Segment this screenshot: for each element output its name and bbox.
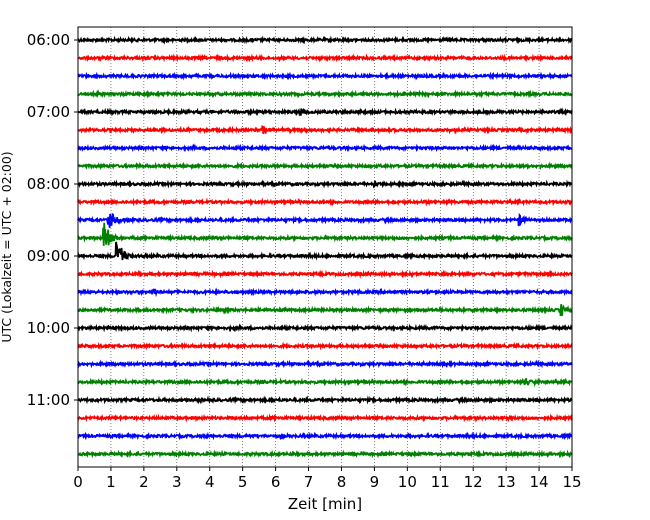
- trace-07:30: [77, 143, 573, 153]
- y-tick-label: 10:00: [27, 319, 70, 337]
- x-tick-label: 5: [238, 473, 248, 491]
- x-tick-label: 6: [271, 473, 281, 491]
- y-tick-label: 07:00: [27, 103, 70, 121]
- x-tick-label: 0: [73, 473, 83, 491]
- x-axis-ticks: 0 1 2 3 4 5 6 7 8 9 10 11 12 13 14 15: [73, 467, 582, 491]
- x-tick-label: 7: [304, 473, 314, 491]
- trace-09:45: [77, 304, 573, 317]
- trace-07:45: [77, 161, 573, 171]
- x-tick-label: 13: [497, 473, 516, 491]
- x-tick-label: 10: [398, 473, 417, 491]
- y-tick-label: 06:00: [27, 31, 70, 49]
- x-tick-label: 8: [337, 473, 347, 491]
- x-tick-label: 12: [464, 473, 483, 491]
- x-tick-label: 1: [106, 473, 116, 491]
- trace-11:00: [77, 395, 573, 405]
- y-axis-label: UTC (Lokalzeit = UTC + 02:00): [0, 151, 14, 342]
- y-tick-label: 08:00: [27, 175, 70, 193]
- x-tick-label: 14: [530, 473, 549, 491]
- trace-06:15: [77, 53, 573, 63]
- y-axis-ticks: 06:00 07:00 08:00 09:00 10:00 11:00: [27, 31, 78, 409]
- trace-08:45: [77, 222, 573, 246]
- trace-08:30: [77, 212, 573, 228]
- trace-11:15: [77, 413, 573, 423]
- x-tick-label: 4: [205, 473, 215, 491]
- trace-06:00: [77, 35, 573, 45]
- trace-07:15: [77, 125, 573, 135]
- trace-10:30: [77, 359, 573, 369]
- x-tick-label: 2: [139, 473, 149, 491]
- trace-09:30: [77, 287, 573, 298]
- y-tick-label: 09:00: [27, 247, 70, 265]
- x-tick-label: 15: [562, 473, 581, 491]
- trace-09:00: [77, 241, 573, 261]
- trace-10:45: [77, 377, 573, 388]
- trace-08:00: [77, 179, 573, 189]
- x-tick-label: 11: [431, 473, 450, 491]
- trace-06:30: [77, 71, 573, 81]
- trace-11:30: [77, 431, 573, 441]
- trace-07:00: [77, 107, 573, 117]
- x-axis-label: Zeit [min]: [288, 495, 362, 513]
- y-tick-label: 11:00: [27, 391, 70, 409]
- seismogram-traces: [77, 35, 573, 459]
- x-tick-label: 3: [172, 473, 182, 491]
- x-tick-label: 9: [370, 473, 380, 491]
- trace-10:15: [77, 341, 573, 351]
- trace-10:00: [77, 323, 573, 333]
- trace-08:15: [77, 197, 573, 207]
- plot-frame: [77, 26, 573, 468]
- grid-lines: [110, 27, 540, 467]
- trace-09:15: [77, 269, 573, 279]
- trace-11:45: [77, 449, 573, 459]
- trace-06:45: [77, 89, 573, 99]
